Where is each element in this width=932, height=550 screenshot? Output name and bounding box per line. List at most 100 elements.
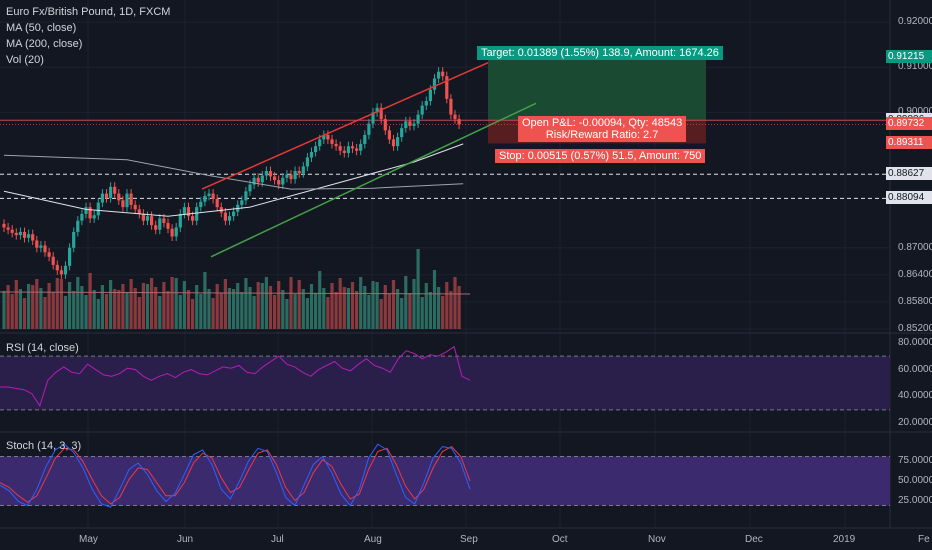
candle-body — [104, 193, 109, 199]
candle-body — [88, 207, 92, 219]
volume-bar — [322, 288, 326, 329]
ma50-legend: MA (50, close) — [6, 22, 77, 34]
candle-body — [203, 195, 207, 202]
candle-body — [31, 234, 35, 241]
price-badge: 0.88627 — [886, 167, 932, 181]
volume-bar — [150, 278, 154, 329]
volume-bar — [387, 294, 391, 329]
rsi-tick-label: 80.0000 — [898, 336, 932, 348]
candle-body — [400, 128, 404, 138]
volume-bar — [305, 298, 309, 329]
stop-label: Stop: 0.00515 (0.57%) 51.5, Amount: 750 — [495, 149, 706, 163]
volume-bar — [154, 287, 158, 329]
volume-bar — [121, 284, 125, 329]
candle-body — [273, 176, 277, 181]
candle-body — [244, 191, 248, 201]
rsi-label: RSI (14, close) — [6, 342, 79, 354]
volume-bar — [326, 297, 330, 329]
candle-body — [371, 112, 375, 124]
rsi-band — [0, 356, 890, 410]
volume-bar — [375, 282, 379, 329]
volume-bar — [285, 299, 289, 329]
volume-bar — [109, 280, 113, 329]
candle-body — [55, 264, 59, 271]
candle-body — [457, 119, 461, 125]
volume-bar — [211, 298, 215, 329]
volume-bar — [125, 293, 129, 329]
candle-body — [232, 211, 236, 217]
volume-bar — [281, 290, 285, 329]
volume-bar — [400, 298, 404, 329]
rsi-tick-label: 60.0000 — [898, 363, 932, 375]
candle-body — [297, 171, 301, 174]
time-axis-label: Oct — [552, 534, 568, 545]
volume-bar — [80, 286, 84, 329]
volume-bar — [47, 283, 51, 329]
candle-body — [248, 184, 252, 192]
price-tick-label: 0.87000 — [898, 241, 932, 253]
candle-body — [215, 199, 219, 208]
time-axis-label: 2019 — [833, 534, 856, 545]
candle-body — [412, 123, 416, 126]
time-axis-label: Dec — [745, 534, 763, 545]
volume-bar — [338, 278, 342, 329]
candle-body — [162, 218, 166, 223]
volume-bar — [301, 289, 305, 329]
volume-bar — [350, 282, 355, 329]
volume-bar — [55, 278, 59, 329]
volume-bar — [441, 296, 445, 329]
candle-body — [375, 107, 379, 113]
time-axis-label: Jun — [177, 534, 194, 545]
candle-body — [252, 177, 256, 185]
stoch-band — [0, 456, 890, 506]
candle-body — [207, 193, 211, 196]
open-pnl-label: Open P&L: -0.00094, Qty: 48543 Risk/Rewa… — [518, 116, 687, 142]
volume-bar — [88, 273, 92, 329]
volume-bar — [14, 280, 18, 329]
candle-body — [350, 146, 355, 149]
target-label: Target: 0.01389 (1.55%) 138.9, Amount: 1… — [477, 46, 723, 60]
volume-bar — [76, 277, 80, 329]
volume-bar — [117, 290, 121, 329]
candle-body — [289, 174, 293, 180]
candle-body — [43, 245, 47, 253]
price-badge: 0.89732 — [886, 117, 932, 131]
volume-bar — [22, 298, 27, 329]
volume-bar — [104, 294, 109, 329]
open-pnl-text: Open P&L: -0.00094, Qty: 48543 — [522, 117, 683, 129]
volume-bar — [68, 282, 72, 329]
volume-bar — [445, 282, 449, 329]
volume-bar — [412, 279, 416, 329]
candle-body — [186, 207, 191, 217]
candle-body — [51, 256, 55, 265]
volume-bar — [297, 280, 301, 329]
candle-body — [39, 245, 43, 248]
volume-bar — [63, 296, 68, 329]
volume-bar — [51, 292, 55, 329]
candle-body — [92, 215, 96, 219]
volume-bar — [457, 286, 461, 329]
volume-bar — [268, 286, 273, 329]
volume-bar — [113, 289, 117, 329]
candle-body — [416, 114, 420, 124]
candle-body — [80, 213, 84, 221]
price-tick-label: 0.92000 — [898, 16, 932, 28]
candle-body — [404, 121, 408, 129]
volume-bar — [256, 282, 260, 329]
candle-body — [387, 130, 391, 140]
stoch-label: Stoch (14, 3, 3) — [6, 440, 82, 452]
volume-bar — [449, 291, 453, 329]
candle-body — [314, 146, 318, 153]
candle-body — [322, 134, 326, 140]
candle-body — [441, 71, 445, 77]
volume-bar — [96, 299, 100, 329]
candle-body — [96, 202, 100, 216]
candle-body — [256, 177, 260, 183]
stoch-tick-label: 75.0000 — [898, 454, 932, 466]
price-badge: 0.88094 — [886, 191, 932, 205]
volume-bar — [232, 289, 236, 329]
time-axis-label: May — [79, 534, 98, 545]
candle-body — [424, 101, 428, 106]
candle-body — [281, 177, 285, 185]
